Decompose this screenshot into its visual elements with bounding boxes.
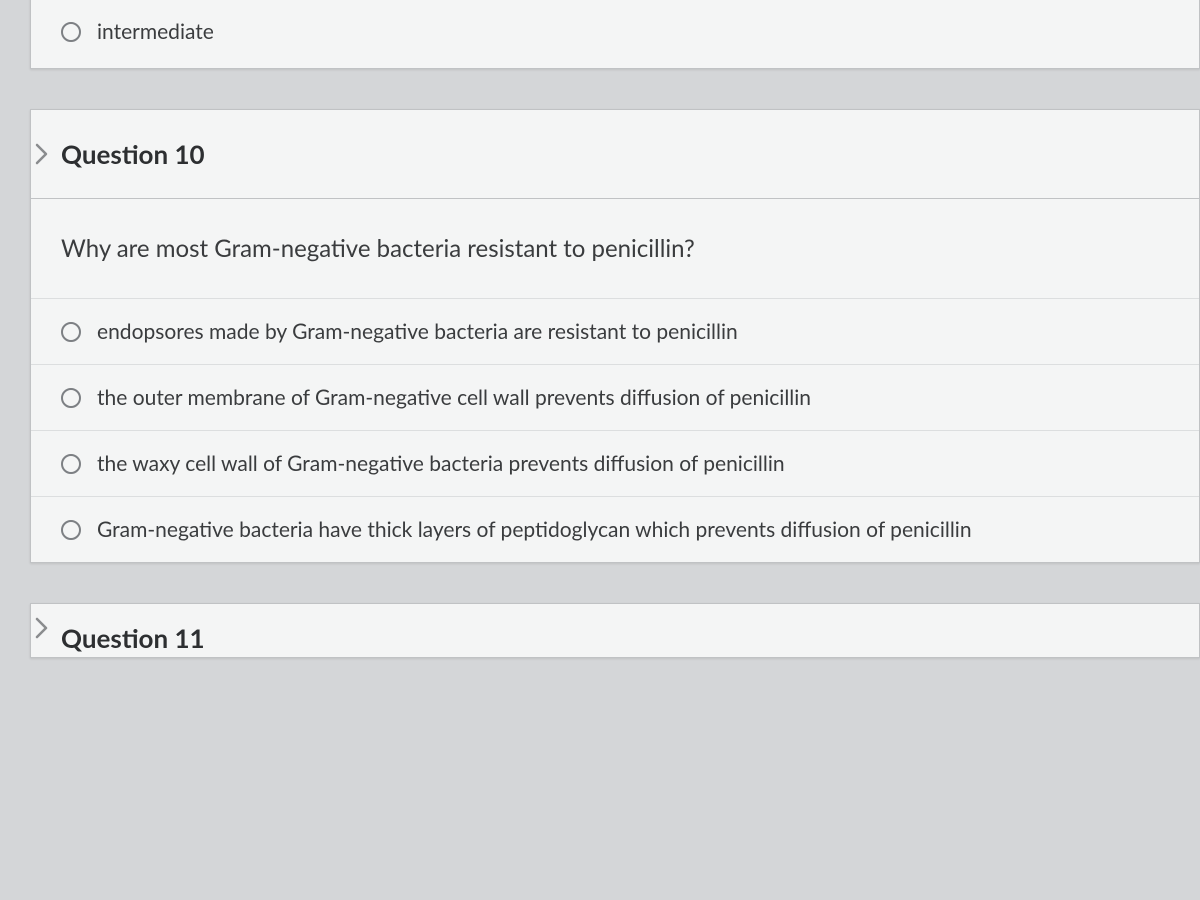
question-card-11: Question 11 — [30, 603, 1200, 658]
question-nav-arrow[interactable] — [30, 613, 54, 643]
option-label: Gram-negative bacteria have thick layers… — [97, 517, 972, 542]
question-prompt: Why are most Gram-negative bacteria resi… — [61, 234, 1169, 263]
radio-button[interactable] — [61, 322, 81, 342]
question-body: Why are most Gram-negative bacteria resi… — [31, 199, 1199, 298]
option-row[interactable]: endopsores made by Gram-negative bacteri… — [31, 299, 1199, 364]
option-label: intermediate — [97, 19, 214, 44]
radio-button[interactable] — [61, 22, 81, 42]
option-row[interactable]: Gram-negative bacteria have thick layers… — [31, 496, 1199, 562]
question-nav-arrow[interactable] — [30, 139, 54, 169]
option-row[interactable]: the outer membrane of Gram-negative cell… — [31, 364, 1199, 430]
question-header: Question 10 — [31, 110, 1199, 199]
radio-button[interactable] — [61, 454, 81, 474]
question-header: Question 11 — [31, 604, 1199, 654]
option-label: the waxy cell wall of Gram-negative bact… — [97, 451, 785, 476]
radio-button[interactable] — [61, 388, 81, 408]
option-row[interactable]: the waxy cell wall of Gram-negative bact… — [31, 430, 1199, 496]
question-card-previous: intermediate — [30, 0, 1200, 69]
question-title: Question 10 — [61, 138, 1169, 170]
radio-button[interactable] — [61, 520, 81, 540]
question-card-10: Question 10 Why are most Gram-negative b… — [30, 109, 1200, 563]
options-list: endopsores made by Gram-negative bacteri… — [31, 298, 1199, 562]
question-title: Question 11 — [61, 622, 1169, 654]
option-label: endopsores made by Gram-negative bacteri… — [97, 319, 738, 344]
option-label: the outer membrane of Gram-negative cell… — [97, 385, 811, 410]
option-row[interactable]: intermediate — [31, 0, 1199, 68]
